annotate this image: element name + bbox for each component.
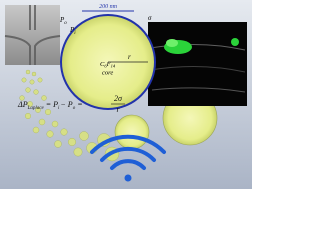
microfluidic-image	[4, 5, 61, 65]
text-part: core	[102, 70, 113, 77]
tension-label: σ	[148, 14, 152, 22]
fraction-numerator: 2σ	[114, 94, 123, 103]
ultrasound-image	[148, 22, 247, 106]
ultrasound-waves	[90, 134, 166, 182]
text-part: Laplace	[27, 106, 45, 111]
text-part: o	[73, 106, 76, 111]
equation-lhs: ΔPLaplace = Pi− Po =	[17, 100, 83, 111]
text-part: ΔP	[17, 100, 28, 109]
inner-pressure: Pi	[69, 26, 76, 36]
text-part: o	[64, 21, 67, 26]
text-part: P	[59, 16, 65, 24]
outer-pressure: Po	[59, 16, 67, 26]
text-part: =	[77, 100, 82, 109]
text-part: i	[74, 31, 76, 36]
core-label: C6F14 core	[100, 61, 116, 77]
radius-label: r	[128, 53, 131, 61]
text-part: 14	[111, 64, 116, 69]
text-part: P	[69, 26, 75, 34]
text-part: = P	[46, 100, 58, 109]
scale-label: 200 nm	[99, 4, 118, 10]
equation: ΔPLaplace = Pi− Po = 2σ r	[17, 94, 125, 114]
fraction-denominator: r	[116, 105, 120, 114]
text-part: i	[58, 106, 60, 111]
droplet-medium	[114, 114, 150, 150]
text-part: 6	[104, 64, 107, 69]
text-part: F	[106, 61, 112, 68]
text-part: C	[100, 61, 105, 68]
graphic: 200 nm r σ Po Pi C6F14 core ΔPLaplace = Pi…	[0, 0, 252, 189]
droplet-trail	[19, 69, 120, 162]
text-part: − P	[60, 100, 72, 109]
